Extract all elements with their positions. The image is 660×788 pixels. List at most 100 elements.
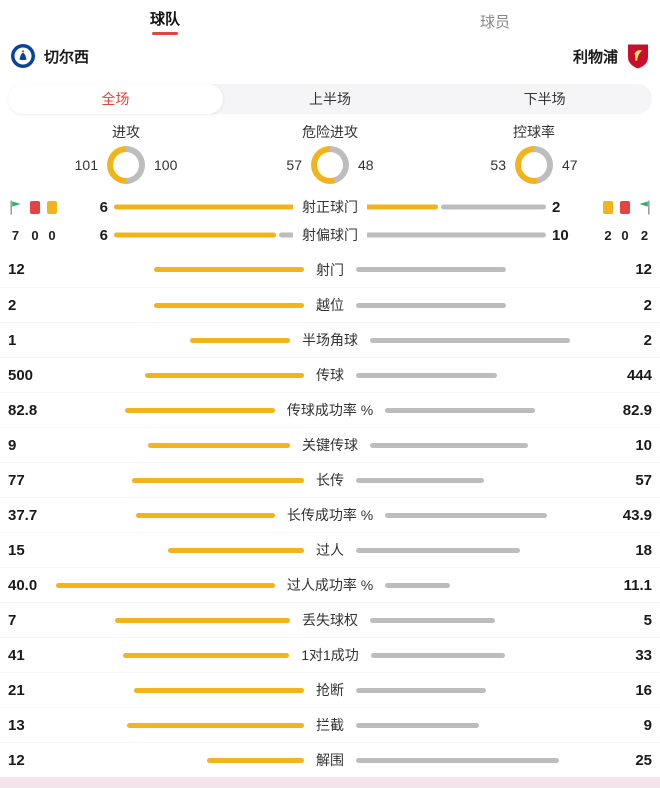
- stat-row: 500 传球 444: [0, 357, 660, 392]
- stat-label: 半场角球: [302, 332, 358, 348]
- tab-second-half[interactable]: 下半场: [523, 91, 566, 107]
- away-bar-track: [385, 512, 604, 518]
- stat-label: 过人: [316, 542, 344, 558]
- red-card-icon: [30, 200, 40, 214]
- stat-row: 2 越位 2: [0, 287, 660, 322]
- donut-attack-away-value: 100: [154, 157, 178, 173]
- away-bar: [356, 302, 506, 308]
- stat-home-value: 40.0: [8, 576, 38, 594]
- stat-home-value: 2: [8, 296, 17, 314]
- tab-full-match[interactable]: 全场: [8, 84, 223, 114]
- donut-possession: 控球率 53 47: [432, 124, 636, 184]
- shots-off-target-label: 射偏球门: [293, 225, 367, 245]
- active-tab-underline: [152, 31, 178, 35]
- home-bar: [167, 547, 304, 553]
- away-bar: [356, 757, 559, 763]
- stat-home-value: 41: [8, 646, 25, 664]
- stat-away-value: 16: [635, 681, 652, 699]
- stat-label: 拦截: [316, 717, 344, 733]
- away-bar-track: [356, 547, 604, 553]
- stat-label: 长传: [316, 472, 344, 488]
- home-bar-track: [56, 337, 290, 343]
- stat-home-value: 12: [8, 751, 25, 769]
- stat-away-value: 444: [626, 366, 652, 384]
- tab-player[interactable]: 球员: [330, 5, 660, 32]
- home-bar: [206, 757, 304, 763]
- home-bar-track: [56, 722, 304, 728]
- away-bar: [370, 337, 570, 343]
- away-bar-track: [370, 442, 604, 448]
- home-bar: [131, 477, 304, 483]
- home-bar: [56, 582, 275, 588]
- shots-off-target-track: [114, 232, 546, 238]
- away-bar-segment: [441, 204, 546, 210]
- home-bar: [126, 722, 304, 728]
- stat-home-value: 37.7: [8, 506, 38, 524]
- home-bar-track: [56, 407, 275, 413]
- away-bar-track: [356, 302, 604, 308]
- away-red-cards-count: 0: [621, 227, 629, 243]
- donut-possession-label: 控球率: [513, 124, 555, 140]
- stat-away-value: 9: [643, 716, 652, 734]
- stat-home-value: 15: [8, 541, 25, 559]
- donut-possession-home-value: 53: [490, 157, 506, 173]
- home-discipline-counts: 7 0 0: [8, 224, 72, 246]
- home-bar-track: [56, 512, 275, 518]
- home-bar: [136, 512, 275, 518]
- donut-dangerous-attack-ring: [311, 146, 349, 184]
- donut-attack-ring: [107, 146, 145, 184]
- home-bar: [124, 407, 275, 413]
- away-bar-track: [370, 617, 604, 623]
- stat-away-value: 25: [635, 751, 652, 769]
- stat-label: 越位: [316, 297, 344, 313]
- shots-on-target-track: [114, 204, 546, 210]
- period-tabs: 全场 上半场 下半场: [8, 84, 652, 114]
- stat-home-value: 21: [8, 681, 25, 699]
- yellow-card-icon: [47, 200, 57, 214]
- home-bar: [145, 372, 304, 378]
- away-bar: [356, 372, 498, 378]
- home-yellow-cards-count: 0: [48, 227, 56, 243]
- stat-row: 12 射门 12: [0, 252, 660, 287]
- stat-home-value: 13: [8, 716, 25, 734]
- away-bar-track: [385, 407, 604, 413]
- away-bar-track: [356, 477, 604, 483]
- teams-row: 切尔西 利物浦: [0, 36, 660, 76]
- stat-away-value: 12: [635, 261, 652, 278]
- away-yellow-cards-count: 2: [604, 227, 612, 243]
- shots-section: 6 射正球门 2 7 0 0 6: [0, 192, 660, 252]
- home-red-cards-count: 0: [31, 227, 39, 243]
- tab-first-half[interactable]: 上半场: [309, 91, 351, 107]
- home-bar-track: [56, 617, 290, 623]
- stat-away-value: 2: [643, 331, 652, 349]
- donut-section: 进攻 101 100 危险进攻 57 48 控球率 53 47: [0, 114, 660, 192]
- away-bar: [370, 617, 495, 623]
- home-team: 切尔西: [10, 43, 89, 69]
- home-discipline-icons: [8, 194, 72, 220]
- home-bar-track: [56, 442, 290, 448]
- stat-home-value: 12: [8, 261, 25, 278]
- donut-dangerous-attack-home-value: 57: [286, 157, 302, 173]
- shots-on-target-away-value: 2: [552, 198, 561, 216]
- stat-row: 21 抢断 16: [0, 672, 660, 707]
- tab-team[interactable]: 球队: [0, 2, 330, 35]
- shots-off-target-bar: 射偏球门: [112, 222, 548, 248]
- home-bar: [147, 442, 290, 448]
- home-bar: [190, 337, 290, 343]
- home-bar-track: [56, 372, 304, 378]
- stat-label: 解围: [316, 752, 344, 768]
- shots-on-target-label: 射正球门: [293, 197, 367, 217]
- shots-off-target-away-value: 10: [552, 226, 569, 244]
- red-card-icon: [620, 200, 630, 214]
- away-discipline-counts: 2 0 2: [588, 224, 652, 246]
- stat-row: 1 半场角球 2: [0, 322, 660, 357]
- away-bar: [370, 442, 528, 448]
- home-bar: [115, 617, 290, 623]
- stat-home-value: 9: [8, 436, 17, 454]
- away-bar-track: [370, 652, 604, 658]
- away-bar: [385, 407, 536, 413]
- donut-attack-label: 进攻: [112, 124, 140, 140]
- stat-row: 7 丢失球权 5: [0, 602, 660, 637]
- stat-label: 1对1成功: [301, 647, 359, 663]
- stat-away-value: 11.1: [623, 576, 652, 594]
